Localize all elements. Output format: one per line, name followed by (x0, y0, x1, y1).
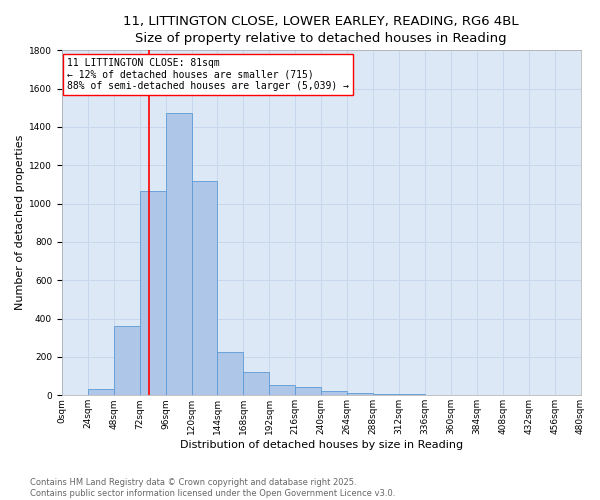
X-axis label: Distribution of detached houses by size in Reading: Distribution of detached houses by size … (179, 440, 463, 450)
Bar (321, 392, 347, 396)
Text: Contains HM Land Registry data © Crown copyright and database right 2025.
Contai: Contains HM Land Registry data © Crown c… (30, 478, 395, 498)
Bar (88, 388, 114, 396)
Bar (373, 394, 399, 396)
Bar (217, 352, 244, 396)
Bar (244, 372, 269, 396)
Text: 11 LITTINGTON CLOSE: 81sqm
← 12% of detached houses are smaller (715)
88% of sem: 11 LITTINGTON CLOSE: 81sqm ← 12% of deta… (67, 58, 349, 91)
Bar (269, 385, 295, 396)
Bar (425, 394, 451, 396)
Bar (191, 180, 217, 396)
Bar (140, 191, 166, 396)
Y-axis label: Number of detached properties: Number of detached properties (15, 135, 25, 310)
Bar (295, 386, 321, 396)
Title: 11, LITTINGTON CLOSE, LOWER EARLEY, READING, RG6 4BL
Size of property relative t: 11, LITTINGTON CLOSE, LOWER EARLEY, READ… (124, 15, 519, 45)
Bar (347, 394, 373, 396)
Bar (399, 394, 425, 396)
Bar (114, 326, 140, 396)
Bar (166, 112, 191, 396)
